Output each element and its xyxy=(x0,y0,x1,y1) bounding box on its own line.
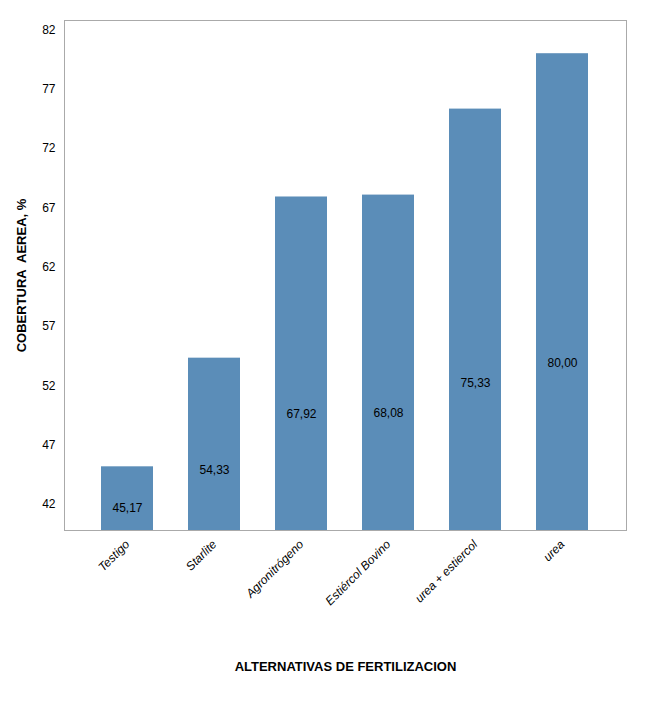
svg-text:Testigo: Testigo xyxy=(95,537,132,574)
svg-text:54,33: 54,33 xyxy=(199,463,229,477)
svg-text:67: 67 xyxy=(42,201,56,215)
svg-text:75,33: 75,33 xyxy=(460,376,490,390)
svg-text:57: 57 xyxy=(42,319,56,333)
svg-text:Estiércol Bovino: Estiércol Bovino xyxy=(323,537,394,608)
svg-text:47: 47 xyxy=(42,438,56,452)
svg-text:52: 52 xyxy=(42,379,56,393)
svg-text:72: 72 xyxy=(42,141,56,155)
svg-text:45,17: 45,17 xyxy=(112,501,142,515)
svg-text:Starlite: Starlite xyxy=(183,537,220,574)
svg-text:COBERTURA AEREA, %: COBERTURA AEREA, % xyxy=(14,198,29,352)
svg-text:urea: urea xyxy=(540,537,567,564)
svg-text:80,00: 80,00 xyxy=(547,356,577,370)
svg-text:68,08: 68,08 xyxy=(373,406,403,420)
svg-text:77: 77 xyxy=(42,82,56,96)
svg-text:82: 82 xyxy=(42,23,56,37)
svg-text:Agronitrógeno: Agronitrógeno xyxy=(242,537,306,601)
svg-text:62: 62 xyxy=(42,260,56,274)
svg-text:urea + estiercol: urea + estiercol xyxy=(412,537,480,605)
svg-text:67,92: 67,92 xyxy=(286,407,316,421)
svg-text:42: 42 xyxy=(42,497,56,511)
svg-text:ALTERNATIVAS DE FERTILIZACION: ALTERNATIVAS DE FERTILIZACION xyxy=(235,659,457,674)
